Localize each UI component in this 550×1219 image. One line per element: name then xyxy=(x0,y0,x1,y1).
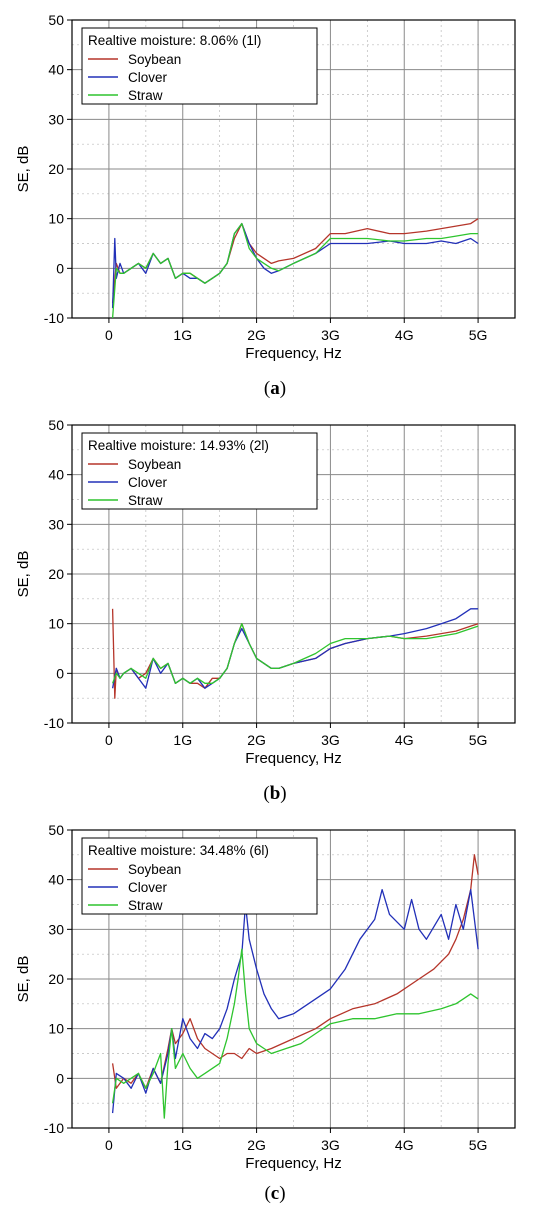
x-tick-label: 1G xyxy=(173,327,192,343)
x-tick-label: 3G xyxy=(321,327,340,343)
caption-b-letter: b xyxy=(269,783,281,804)
chart-panel-a: -10 0 10 20 30 40 50 0 1G 2G 3G 4G 5G Frequency, Hz SE… xyxy=(0,0,550,410)
y-tick-label: -10 xyxy=(44,310,64,326)
chart-panel-c: -10 0 10 20 30 40 50 0 1G 2G 3G 4G 5G Frequency, Hz SE… xyxy=(0,810,550,1219)
legend-label-straw: Straw xyxy=(128,493,163,508)
y-tick-label: 10 xyxy=(48,211,64,227)
chart-b-svg: -10 0 10 20 30 40 50 0 1G 2G 3G 4G 5G Frequency, Hz SE… xyxy=(15,417,516,767)
legend-label-straw: Straw xyxy=(128,88,163,103)
y-axis-title: SE, dB xyxy=(15,956,32,1003)
x-tick-label: 1G xyxy=(173,732,192,748)
y-tick-label: 40 xyxy=(48,872,64,888)
series-line-soybean xyxy=(111,608,479,699)
legend-title: Realtive moisture: 8.06% (1l) xyxy=(88,33,261,48)
legend-box xyxy=(81,837,318,915)
caption-c: (c) xyxy=(264,1183,286,1204)
x-tick-label: 5G xyxy=(469,327,488,343)
x-tick-label: 0 xyxy=(105,732,113,748)
y-tick-label: 0 xyxy=(56,665,64,681)
legend-title: Realtive moisture: 14.93% (2l) xyxy=(88,438,269,453)
y-tick-label: 20 xyxy=(48,566,64,582)
y-tick-label: 20 xyxy=(48,161,64,177)
legend-title: Realtive moisture: 34.48% (6l) xyxy=(88,843,269,858)
x-tick-label: 4G xyxy=(395,327,414,343)
legend-box xyxy=(81,27,318,105)
x-tick-label: 2G xyxy=(247,732,266,748)
chart-c-svg: -10 0 10 20 30 40 50 0 1G 2G 3G 4G 5G Frequency, Hz SE… xyxy=(15,822,516,1172)
caption-b: (b) xyxy=(263,783,287,804)
y-tick-label: 10 xyxy=(48,616,64,632)
x-tick-label: 3G xyxy=(321,732,340,748)
caption-a-letter: a xyxy=(270,378,280,399)
series-line-straw xyxy=(111,623,479,684)
caption-a: (a) xyxy=(263,378,287,399)
legend-box xyxy=(81,432,318,510)
y-tick-label: -10 xyxy=(44,1120,64,1136)
x-tick-label: 2G xyxy=(247,327,266,343)
x-tick-label: 0 xyxy=(105,1137,113,1153)
x-tick-label: 5G xyxy=(469,1137,488,1153)
legend-label-clover: Clover xyxy=(128,70,168,85)
series-line-soybean xyxy=(111,218,479,304)
chart-panel-b: -10 0 10 20 30 40 50 0 1G 2G 3G 4G 5G Frequency, Hz SE… xyxy=(0,405,550,815)
x-tick-label: 0 xyxy=(105,327,113,343)
x-tick-label: 2G xyxy=(247,1137,266,1153)
y-tick-label: 20 xyxy=(48,971,64,987)
chart-a-svg: -10 0 10 20 30 40 50 0 1G 2G 3G 4G 5G Frequency, Hz SE… xyxy=(15,12,516,362)
y-tick-label: 30 xyxy=(48,111,64,127)
y-tick-label: 40 xyxy=(48,62,64,78)
x-tick-label: 4G xyxy=(395,732,414,748)
x-tick-label: 3G xyxy=(321,1137,340,1153)
y-tick-label: 50 xyxy=(48,822,64,838)
series-line-straw xyxy=(111,222,479,319)
y-tick-label: 30 xyxy=(48,516,64,532)
legend-label-clover: Clover xyxy=(128,880,168,895)
y-tick-label: -10 xyxy=(44,715,64,731)
series-line-straw xyxy=(111,948,479,1119)
caption-c-letter: c xyxy=(270,1183,280,1204)
y-axis-title: SE, dB xyxy=(15,551,32,598)
x-tick-label: 1G xyxy=(173,1137,192,1153)
x-axis-title: Frequency, Hz xyxy=(245,1155,341,1172)
y-tick-label: 50 xyxy=(48,417,64,433)
legend-label-clover: Clover xyxy=(128,475,168,490)
x-axis-title: Frequency, Hz xyxy=(245,750,341,767)
legend-label-straw: Straw xyxy=(128,898,163,913)
y-tick-label: 0 xyxy=(56,260,64,276)
y-tick-label: 10 xyxy=(48,1021,64,1037)
series-line-clover xyxy=(111,222,479,309)
y-axis-title: SE, dB xyxy=(15,146,32,193)
x-tick-label: 4G xyxy=(395,1137,414,1153)
legend-label-soybean: Soybean xyxy=(128,862,181,877)
y-tick-label: 30 xyxy=(48,921,64,937)
y-tick-label: 50 xyxy=(48,12,64,28)
legend-label-soybean: Soybean xyxy=(128,52,181,67)
legend-label-soybean: Soybean xyxy=(128,457,181,472)
x-axis-title: Frequency, Hz xyxy=(245,345,341,362)
y-tick-label: 40 xyxy=(48,467,64,483)
y-tick-label: 0 xyxy=(56,1070,64,1086)
x-tick-label: 5G xyxy=(469,732,488,748)
